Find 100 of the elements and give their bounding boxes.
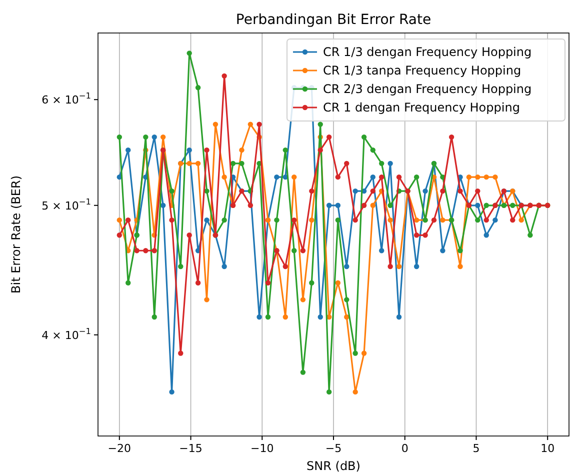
- point: [186, 147, 192, 153]
- point: [396, 174, 402, 180]
- point: [431, 217, 437, 223]
- point: [361, 134, 367, 140]
- point: [440, 188, 446, 194]
- point: [300, 248, 306, 254]
- point: [152, 314, 157, 320]
- point: [309, 280, 314, 286]
- point: [178, 264, 184, 270]
- point: [239, 160, 244, 166]
- point: [186, 232, 192, 238]
- point: [518, 217, 524, 223]
- point: [256, 314, 262, 320]
- point: [370, 202, 376, 208]
- point: [344, 160, 350, 166]
- point: [116, 134, 122, 140]
- x-tick-label: −15: [179, 442, 202, 455]
- point: [204, 297, 210, 302]
- point: [230, 160, 236, 166]
- point: [186, 160, 192, 166]
- point: [379, 160, 384, 166]
- x-tick-label: −5: [325, 442, 342, 455]
- point: [414, 232, 420, 238]
- point: [388, 264, 393, 270]
- x-tick-label: 10: [540, 442, 555, 455]
- legend-label: CR 2/3 dengan Frequency Hopping: [323, 82, 532, 96]
- x-tick-label: 0: [401, 442, 408, 455]
- point: [492, 174, 498, 180]
- point: [143, 248, 148, 254]
- point: [282, 264, 288, 270]
- x-tick-label: 5: [472, 442, 480, 455]
- point: [326, 134, 332, 140]
- legend-label: CR 1/3 tanpa Frequency Hopping: [323, 64, 522, 78]
- point: [126, 280, 131, 286]
- point: [396, 264, 402, 270]
- point: [344, 314, 350, 320]
- point: [361, 350, 367, 356]
- point: [186, 50, 192, 56]
- point: [300, 297, 306, 302]
- point: [195, 280, 201, 286]
- point: [440, 217, 446, 223]
- point: [458, 188, 463, 194]
- point: [492, 217, 498, 223]
- point: [292, 217, 297, 223]
- point: [379, 248, 384, 254]
- point: [169, 217, 174, 223]
- point: [528, 232, 533, 238]
- point: [116, 232, 122, 238]
- point: [222, 264, 227, 270]
- point: [152, 248, 157, 254]
- point: [484, 202, 489, 208]
- point: [126, 217, 131, 223]
- point: [309, 217, 314, 223]
- point: [274, 174, 280, 180]
- point: [379, 174, 384, 180]
- point: [169, 188, 174, 194]
- point: [160, 134, 166, 140]
- y-tick-label: 5 × 10$^{−1}$: [42, 196, 91, 212]
- point: [318, 122, 323, 127]
- point: [335, 217, 341, 223]
- point: [388, 160, 393, 166]
- point: [169, 389, 174, 395]
- x-tick-label: −10: [250, 442, 274, 455]
- point: [458, 264, 463, 270]
- point: [222, 174, 227, 180]
- point: [300, 370, 306, 375]
- point: [361, 202, 367, 208]
- point: [265, 280, 271, 286]
- point: [326, 202, 332, 208]
- point: [484, 232, 489, 238]
- point: [274, 217, 280, 223]
- point: [222, 217, 227, 223]
- point: [222, 73, 227, 79]
- point: [475, 174, 480, 180]
- point: [126, 147, 131, 153]
- point: [422, 232, 428, 238]
- chart-title: Perbandingan Bit Error Rate: [236, 12, 432, 28]
- point: [335, 174, 341, 180]
- point: [414, 174, 420, 180]
- point: [414, 264, 420, 270]
- y-tick-label: 4 × 10$^{−1}$: [42, 326, 91, 342]
- point: [265, 314, 271, 320]
- point: [292, 248, 297, 254]
- point: [143, 134, 148, 140]
- point: [178, 350, 184, 356]
- point: [458, 248, 463, 254]
- point: [248, 202, 254, 208]
- legend-label: CR 1/3 dengan Frequency Hopping: [323, 45, 532, 59]
- point: [510, 202, 516, 208]
- point: [475, 188, 480, 194]
- point: [318, 314, 323, 320]
- point: [475, 217, 480, 223]
- point: [414, 217, 420, 223]
- point: [248, 122, 254, 127]
- point: [239, 147, 244, 153]
- point: [152, 134, 157, 140]
- point: [396, 314, 402, 320]
- y-axis-title: Bit Error Rate (BER): [9, 176, 23, 294]
- point: [510, 217, 516, 223]
- point: [204, 217, 210, 223]
